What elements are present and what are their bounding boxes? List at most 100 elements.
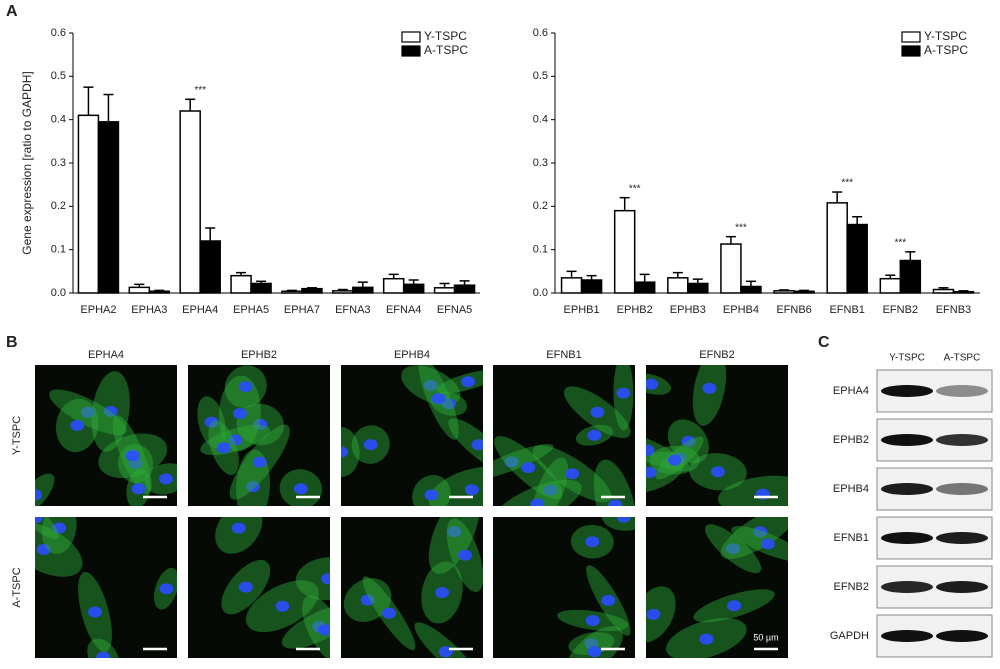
blot-band xyxy=(881,532,933,544)
nucleus xyxy=(423,379,438,391)
blot-row-label: EPHB4 xyxy=(833,483,869,495)
nucleus xyxy=(228,434,243,446)
micrograph xyxy=(646,517,788,658)
nucleus xyxy=(504,456,519,468)
nucleus xyxy=(80,406,95,418)
nucleus xyxy=(88,606,103,618)
bar xyxy=(453,284,476,294)
micrograph xyxy=(188,517,330,658)
x-tick-label: EFNB6 xyxy=(776,304,811,316)
image-background xyxy=(341,517,483,658)
nucleus xyxy=(587,646,602,658)
y-tick-label: 0.0 xyxy=(533,287,548,299)
image-background xyxy=(646,365,788,506)
blot-band xyxy=(936,434,988,446)
y-tick-label: 0.1 xyxy=(51,244,66,256)
nucleus xyxy=(35,517,43,524)
blot-band xyxy=(936,532,988,544)
nucleus xyxy=(341,446,349,458)
y-tick-label: 0.5 xyxy=(51,70,66,82)
bar xyxy=(77,114,100,294)
bar xyxy=(793,290,815,294)
scale-bar-label: 50 µm xyxy=(753,632,778,642)
blot-band xyxy=(881,581,933,593)
nucleus xyxy=(727,600,742,612)
image-background xyxy=(188,517,330,658)
image-background xyxy=(188,365,330,506)
nucleus xyxy=(204,416,219,428)
bar xyxy=(667,277,689,294)
nucleus xyxy=(585,536,600,548)
nucleus xyxy=(601,594,616,606)
nucleus xyxy=(232,408,247,420)
blot-band xyxy=(881,434,933,446)
nucleus xyxy=(702,382,717,394)
x-tick-label: EPHB1 xyxy=(564,304,600,316)
bar xyxy=(720,243,742,294)
bar xyxy=(97,121,120,294)
bar xyxy=(128,286,151,294)
image-content xyxy=(343,517,483,658)
blot-row-label: GAPDH xyxy=(830,630,869,642)
image-column-label: EFNB2 xyxy=(699,349,734,361)
nucleus xyxy=(246,481,261,493)
nucleus xyxy=(646,378,659,390)
x-tick-label: EFNA5 xyxy=(437,304,472,316)
image-content xyxy=(215,517,330,658)
image-content xyxy=(341,365,483,506)
x-tick-label: EPHA2 xyxy=(80,304,116,316)
image-background xyxy=(341,365,483,506)
nucleus xyxy=(646,444,655,456)
blot-band xyxy=(936,385,988,397)
x-tick-label: EFNB3 xyxy=(936,304,971,316)
blot-band xyxy=(936,630,988,642)
y-tick-label: 0.2 xyxy=(533,200,548,212)
x-tick-label: EFNB1 xyxy=(829,304,864,316)
blot-band xyxy=(936,483,988,495)
blot-band xyxy=(881,630,933,642)
nucleus xyxy=(158,473,173,485)
nucleus xyxy=(125,450,140,462)
nucleus xyxy=(521,462,536,474)
nucleus xyxy=(252,456,267,468)
image-content xyxy=(35,371,177,506)
nucleus xyxy=(216,442,231,454)
nucleus xyxy=(590,406,605,418)
nucleus xyxy=(253,418,268,430)
blot-row-label: EPHB2 xyxy=(833,434,869,446)
blot-column-label: A-TSPC xyxy=(944,353,981,364)
y-tick-label: 0.4 xyxy=(51,114,66,126)
x-tick-label: EPHA4 xyxy=(182,304,218,316)
nucleus xyxy=(275,600,290,612)
blot-band xyxy=(881,483,933,495)
nucleus xyxy=(103,405,118,417)
nucleus xyxy=(681,435,696,447)
micrograph xyxy=(493,517,635,658)
blot-column-label: Y-TSPC xyxy=(889,353,925,364)
bar xyxy=(402,283,425,294)
nucleus xyxy=(363,439,378,451)
bar xyxy=(281,290,303,294)
nucleus xyxy=(543,484,558,496)
legend-label: Y-TSPC xyxy=(924,29,967,43)
micrograph xyxy=(341,517,483,658)
nucleus xyxy=(360,594,375,606)
bar xyxy=(899,259,922,294)
image-content xyxy=(646,517,788,658)
nucleus xyxy=(667,454,682,466)
nucleus xyxy=(646,608,661,620)
x-tick-label: EPHA5 xyxy=(233,304,269,316)
image-column-label: EPHA4 xyxy=(88,349,124,361)
legend-label: Y-TSPC xyxy=(424,29,467,43)
image-background xyxy=(35,517,177,658)
bar xyxy=(952,290,975,294)
y-tick-label: 0.3 xyxy=(51,157,66,169)
nucleus xyxy=(321,573,330,585)
image-content xyxy=(557,517,635,658)
y-tick-label: 0.5 xyxy=(533,70,548,82)
nucleus xyxy=(424,489,439,501)
bar xyxy=(879,277,902,294)
nucleus xyxy=(431,393,446,405)
bar xyxy=(633,281,656,294)
